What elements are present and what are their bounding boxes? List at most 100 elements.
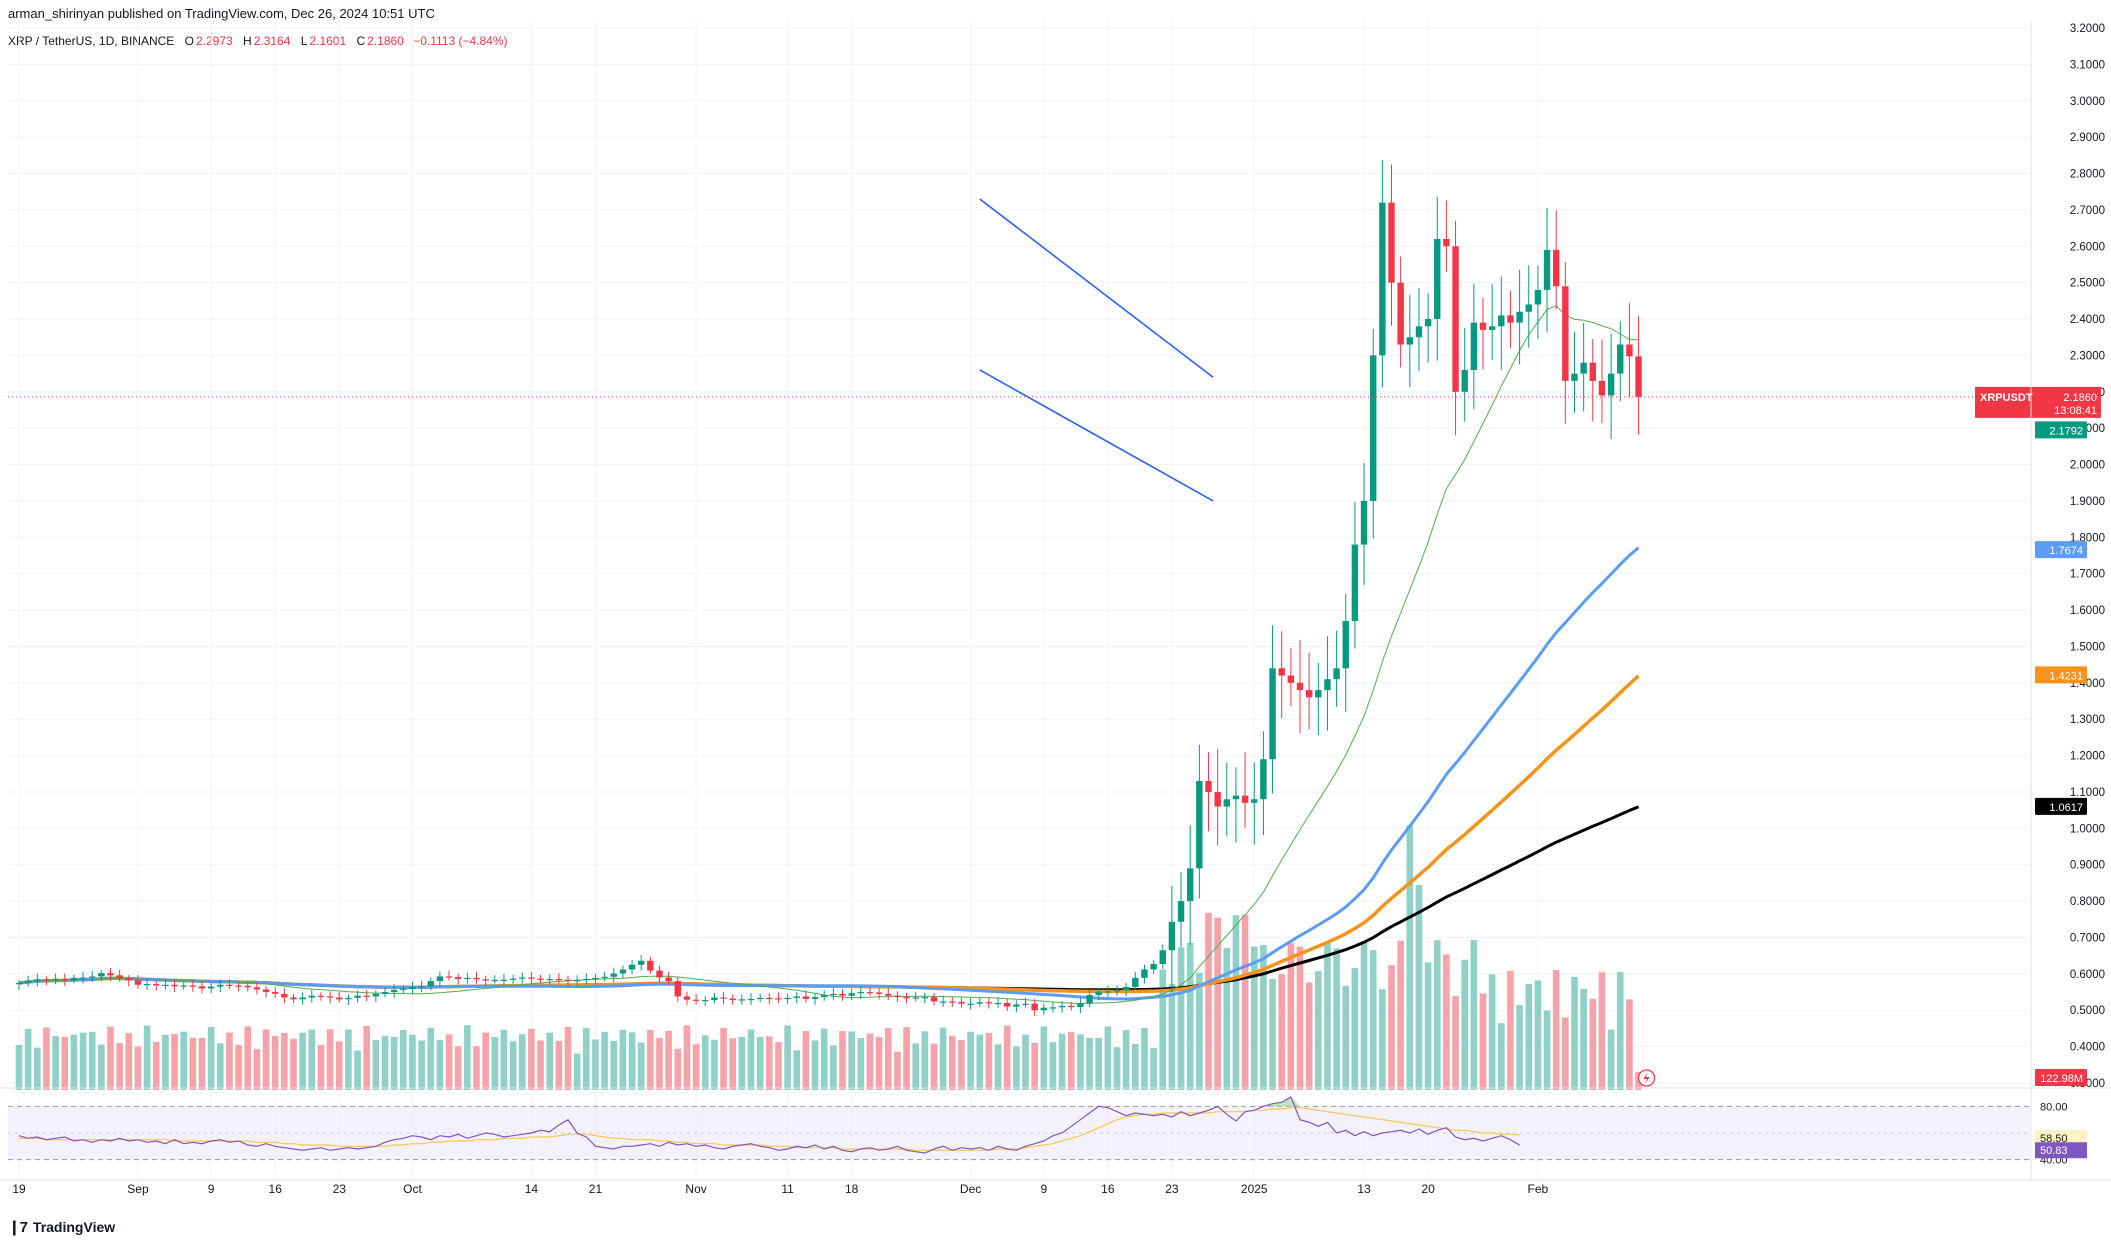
volume-bar [775,1041,782,1090]
volume-bar [1571,976,1578,1090]
price-badge-value: 2.1792 [2049,425,2083,437]
volume-bar [1397,940,1404,1090]
rsi-ma-badge-value: 58.50 [2040,1133,2068,1145]
rsi-ma-line [19,1107,1520,1151]
volume-bar [326,1029,334,1090]
volume-bar [912,1043,919,1090]
volume-bar [518,1034,526,1090]
volume-bar [1287,943,1295,1090]
volume-bar [61,1036,69,1090]
price-tick-label: 2.5000 [2070,278,2105,290]
candle-body [638,960,645,965]
candle-body [1058,1005,1066,1008]
volume-bar [1022,1034,1029,1090]
volume-bar [637,1042,645,1090]
volume-bar [1049,1042,1057,1090]
candle-body [509,978,517,980]
time-tick-label: 18 [845,1182,859,1196]
volume-bar [335,1041,343,1090]
candle-body [592,977,599,980]
volume-bar [1552,970,1560,1090]
candle-body [1013,1004,1020,1007]
candle-body [381,992,389,994]
candle-body [98,973,105,977]
ohlc-legend: XRP / TetherUS, 1D, BINANCE O 2.2973 H 2.3… [8,34,508,48]
price-tick-label: 1.3000 [2070,714,2105,726]
candle-body [400,988,407,990]
candle-body [1040,1007,1047,1011]
candle-body [537,978,544,980]
candle-body [1461,369,1468,392]
candle-body [226,984,233,986]
candle-body [830,993,837,996]
candle-body [793,996,800,998]
candle-body [683,996,691,1000]
candle-body [1315,690,1322,698]
price-badge [2035,1069,2087,1086]
candle-body [1077,1003,1084,1007]
candle-body [464,977,471,980]
volume-bar [939,1027,947,1090]
price-badge-value: 122.98M [2040,1073,2083,1085]
candle-body [180,985,187,987]
price-tick-label: 0.5000 [2070,1005,2105,1017]
candle-body [994,1002,1002,1005]
volume-bar [317,1044,325,1090]
volume-bar [125,1033,133,1090]
open-label: O [184,34,194,48]
candle-body [756,997,764,1000]
candle-body [656,970,663,978]
volume-bar [281,1032,288,1090]
price-badge-value: 2.1860 [2063,392,2097,404]
volume-bar [601,1031,608,1090]
close-value: 2.1860 [367,34,404,48]
candle-body [628,964,636,970]
candle-body [1498,315,1505,327]
candle-body [1534,289,1542,305]
volume-bar [738,1036,746,1090]
volume-bar [811,1040,819,1090]
candle-body [79,977,87,979]
candle-body [455,977,462,979]
volume-bar [79,1032,87,1090]
candle-body [528,977,535,979]
volume-bar [1132,1044,1139,1090]
price-tick-label: 1.0000 [2070,823,2105,835]
volume-bar [820,1028,828,1090]
volume-bar [143,1025,151,1090]
candle-body [546,978,553,981]
volume-bar [884,1028,892,1090]
candle-body [61,978,68,981]
volume-bar [52,1036,59,1090]
volume-bar [1122,1030,1130,1090]
candle-body [903,997,910,999]
candle-body [885,993,892,996]
candle-body [409,986,416,989]
candle-body [1635,356,1642,397]
published-caption: arman_shirinyan published on TradingView… [8,6,435,21]
candle-body [1562,286,1569,381]
volume-bar [1241,914,1249,1090]
candle-body [125,978,132,981]
price-tick-label: 0.4000 [2070,1042,2105,1054]
candle-body [1269,668,1276,760]
symbol-line: XRP / TetherUS, 1D, BINANCE [8,34,175,48]
volume-bar [1626,999,1633,1090]
volume-bar [1269,979,1276,1090]
price-tick-label: 1.7000 [2070,569,2105,581]
time-tick-label: 20 [1421,1182,1435,1196]
candle-body [1507,315,1514,323]
high-value: 2.3164 [253,34,291,48]
time-tick-label: Feb [1528,1182,1549,1196]
volume-bar [98,1044,105,1090]
candle-body [573,980,581,982]
candle-body [720,997,727,999]
candle-body [1095,991,1102,995]
price-badge [2035,666,2087,684]
volume-bar [1498,1023,1505,1090]
candle-body [372,993,380,997]
volume-bar [454,1046,462,1090]
candle-body [1196,781,1203,869]
time-tick-label: 23 [1165,1182,1179,1196]
